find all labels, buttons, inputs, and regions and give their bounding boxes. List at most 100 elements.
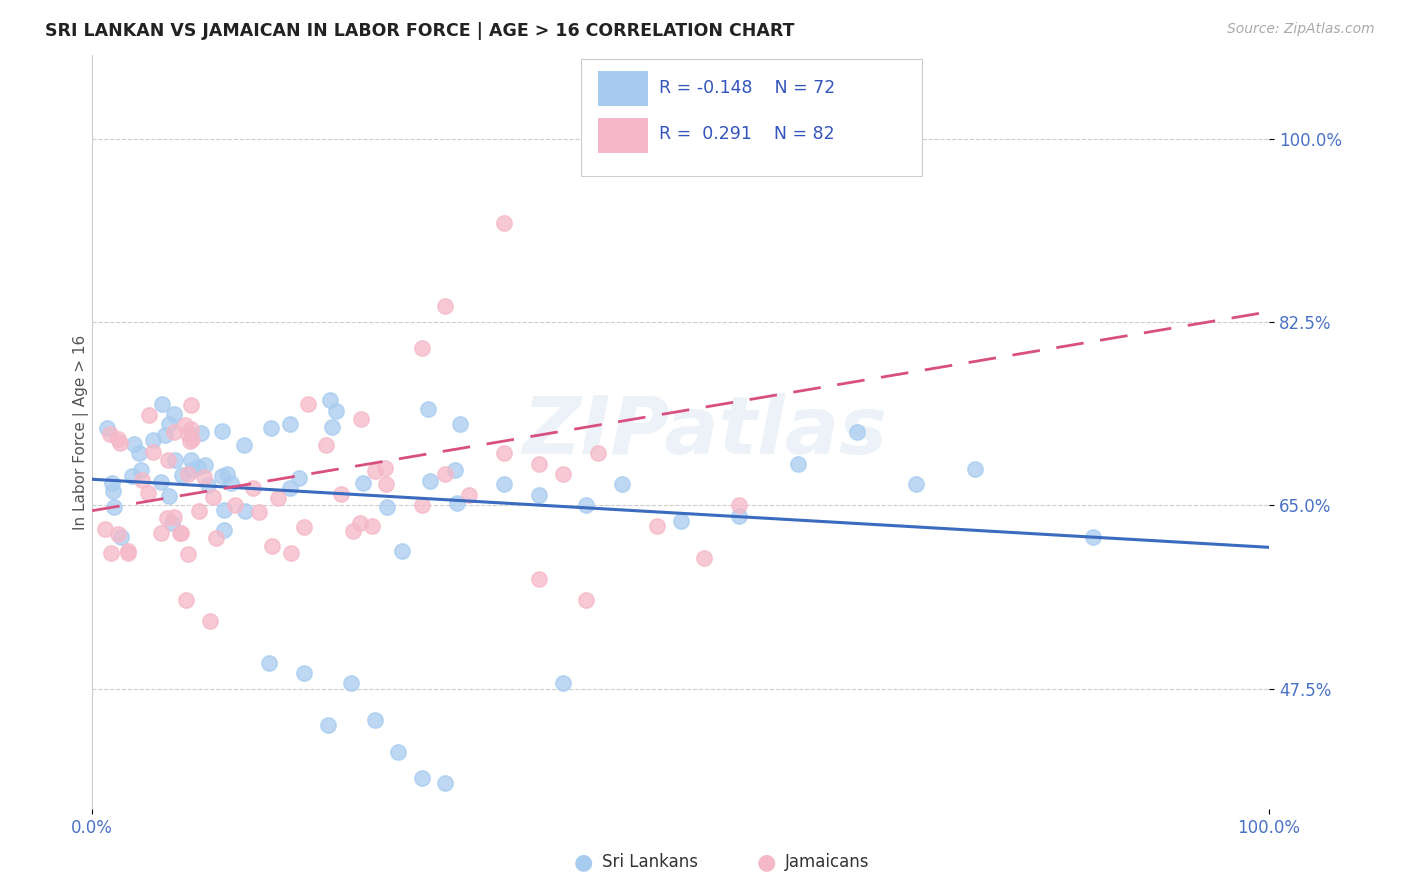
Point — [494, 446, 516, 460]
Point — [350, 412, 373, 426]
Point — [288, 471, 311, 485]
Point — [443, 463, 465, 477]
Point — [180, 398, 202, 412]
Point — [101, 475, 124, 490]
Point — [202, 491, 225, 505]
Point — [212, 523, 235, 537]
Point — [669, 514, 692, 528]
Point — [117, 546, 139, 560]
Point — [193, 470, 215, 484]
Point — [551, 467, 574, 481]
Point — [176, 592, 198, 607]
Point — [110, 530, 132, 544]
Point — [728, 499, 751, 513]
Point — [188, 504, 211, 518]
Point — [352, 475, 374, 490]
Point — [375, 477, 398, 491]
Point — [242, 481, 264, 495]
Point — [375, 500, 398, 515]
Point — [173, 417, 195, 432]
Point — [434, 300, 457, 314]
Point — [257, 656, 280, 670]
Point — [529, 572, 551, 586]
Text: Sri Lankans: Sri Lankans — [602, 853, 697, 871]
Point — [163, 407, 186, 421]
FancyBboxPatch shape — [598, 119, 648, 153]
Point — [149, 475, 172, 490]
Point — [551, 676, 574, 690]
Point — [157, 489, 180, 503]
Point — [963, 462, 986, 476]
Point — [728, 508, 751, 523]
Point — [190, 425, 212, 440]
Point — [122, 437, 145, 451]
Point — [319, 393, 342, 408]
Point — [418, 474, 440, 488]
FancyBboxPatch shape — [581, 59, 922, 176]
Point — [194, 458, 217, 472]
Point — [374, 461, 396, 475]
Point — [138, 486, 160, 500]
Point — [494, 216, 516, 230]
Point — [280, 546, 302, 560]
Point — [107, 433, 129, 447]
Text: ●: ● — [574, 853, 593, 872]
Point — [575, 592, 598, 607]
Point — [177, 427, 200, 442]
Point — [198, 614, 221, 628]
Point — [219, 476, 242, 491]
Point — [575, 499, 598, 513]
Point — [100, 546, 122, 560]
Point — [411, 771, 433, 785]
Point — [232, 438, 254, 452]
Point — [129, 462, 152, 476]
Point — [170, 467, 193, 482]
Point — [586, 446, 609, 460]
Y-axis label: In Labor Force | Age > 16: In Labor Force | Age > 16 — [73, 334, 89, 530]
Point — [787, 457, 810, 471]
Point — [494, 477, 516, 491]
Point — [529, 488, 551, 502]
Point — [142, 434, 165, 448]
Point — [205, 531, 228, 545]
Point — [325, 404, 347, 418]
Point — [163, 425, 186, 439]
Point — [411, 499, 433, 513]
Point — [363, 463, 385, 477]
Point — [160, 516, 183, 531]
Point — [1081, 530, 1104, 544]
FancyBboxPatch shape — [598, 71, 648, 105]
Point — [163, 509, 186, 524]
Point — [121, 469, 143, 483]
Point — [103, 483, 125, 498]
Point — [610, 477, 633, 491]
Point — [260, 539, 283, 553]
Text: ZIPatlas: ZIPatlas — [522, 393, 887, 471]
Point — [292, 665, 315, 680]
Point — [416, 402, 439, 417]
Point — [180, 463, 202, 477]
Point — [411, 342, 433, 356]
Point — [297, 397, 319, 411]
Point — [349, 516, 371, 531]
Point — [169, 525, 191, 540]
Point — [387, 745, 409, 759]
Point — [247, 505, 270, 519]
Point — [342, 524, 364, 538]
Point — [96, 421, 118, 435]
Point — [108, 436, 131, 450]
Point — [152, 397, 174, 411]
Point — [233, 504, 256, 518]
Point — [267, 491, 290, 506]
Point — [211, 425, 233, 439]
Point — [103, 500, 125, 514]
Point — [529, 457, 551, 471]
Point — [180, 433, 202, 447]
Point — [321, 420, 343, 434]
Point — [645, 519, 668, 533]
Point — [157, 453, 180, 467]
Point — [131, 473, 153, 487]
Point — [177, 467, 200, 481]
Point — [138, 408, 160, 422]
Point — [329, 487, 352, 501]
